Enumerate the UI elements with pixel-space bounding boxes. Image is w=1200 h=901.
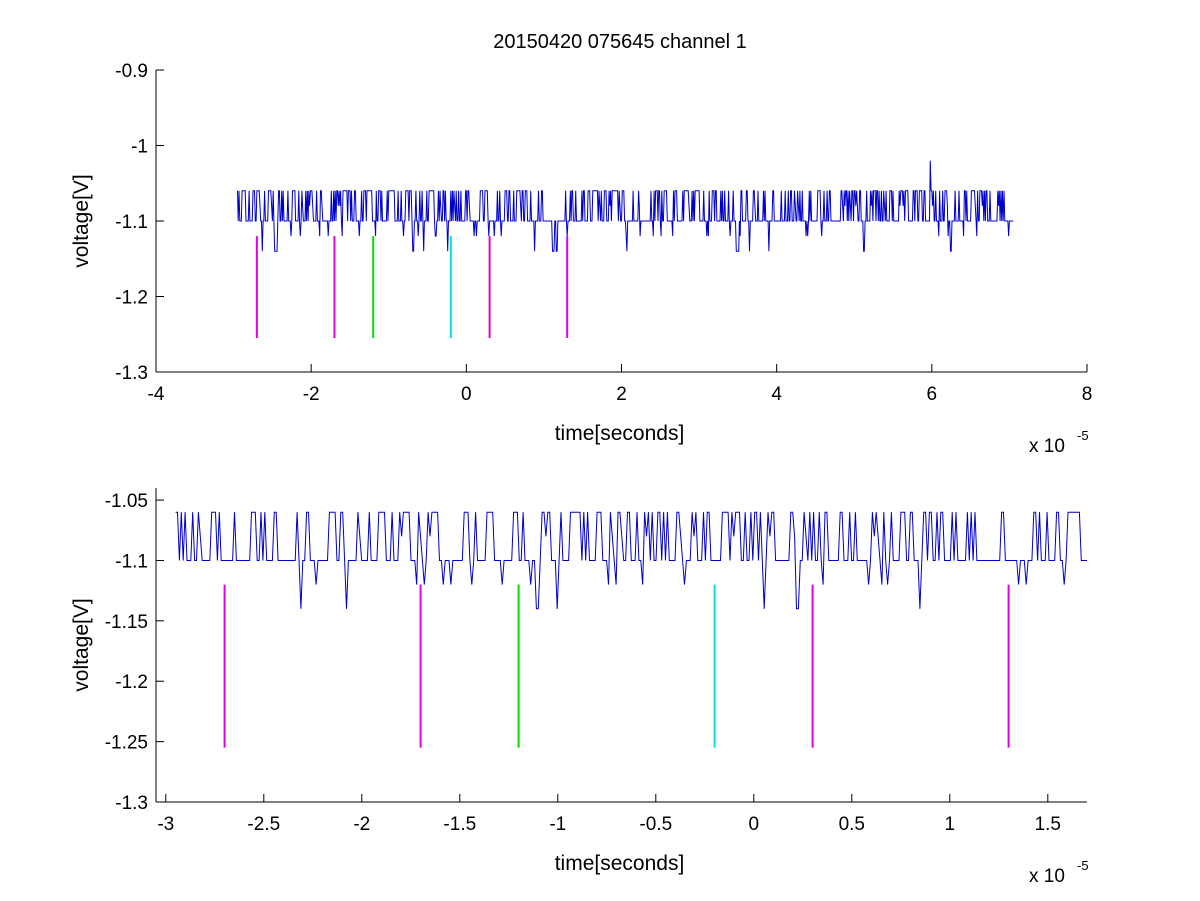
x-exponent: -5 <box>1077 858 1089 873</box>
x-tick-label: -0.5 <box>639 814 672 835</box>
x-tick-label: -2 <box>303 384 320 405</box>
x-tick-label: 0 <box>461 384 472 405</box>
y-tick-label: -1.2 <box>115 288 148 309</box>
y-tick-label: -1 <box>131 137 148 158</box>
x-axis-label: time[seconds] <box>555 852 685 875</box>
x-exponent-label: x 10 <box>1029 436 1065 457</box>
x-tick-label: 4 <box>771 384 782 405</box>
y-tick-label: -1.05 <box>105 491 148 512</box>
y-tick-label: -1.3 <box>115 793 148 814</box>
y-axis-label: voltage[V] <box>70 598 93 691</box>
y-tick-label: -1.25 <box>105 733 148 754</box>
top-plot: -4 -2 0 2 4 6 8 -1.3 -1.2 -1.1 -1 -0.9 time[seconds]… <box>70 61 1092 457</box>
voltage-trace <box>175 511 1087 610</box>
y-axis-label: voltage[V] <box>70 174 93 267</box>
y-tick-label: -1.3 <box>115 363 148 384</box>
x-tick-label: -3 <box>157 814 174 835</box>
figure-title: 20150420 075645 channel 1 <box>493 31 747 53</box>
x-tick-label: 8 <box>1082 384 1093 405</box>
x-tick-label: 0.5 <box>839 814 865 835</box>
y-tick-label: -1.2 <box>115 672 148 693</box>
x-tick-label: -2 <box>353 814 370 835</box>
x-axis-label: time[seconds] <box>555 422 685 445</box>
y-tick-label: -1.1 <box>115 212 148 233</box>
x-tick-label: 1 <box>945 814 956 835</box>
x-exponent-label: x 10 <box>1029 866 1065 887</box>
x-tick-label: 1.5 <box>1035 814 1061 835</box>
y-tick-label: -0.9 <box>115 61 148 82</box>
voltage-trace <box>237 160 1014 252</box>
x-tick-label: -1.5 <box>443 814 476 835</box>
y-tick-label: -1.15 <box>105 612 148 633</box>
x-exponent: -5 <box>1077 428 1089 443</box>
x-tick-label: 0 <box>749 814 760 835</box>
x-tick-label: 6 <box>927 384 938 405</box>
y-tick-label: -1.1 <box>115 551 148 572</box>
x-tick-label: -1 <box>549 814 566 835</box>
bottom-plot: -3 -2.5 -2 -1.5 -1 -0.5 0 0.5 1 1.5 -1.3 -1.25 -1.2 -… <box>70 488 1089 887</box>
x-tick-label: -4 <box>148 384 165 405</box>
x-tick-label: 2 <box>616 384 627 405</box>
x-tick-label: -2.5 <box>247 814 280 835</box>
